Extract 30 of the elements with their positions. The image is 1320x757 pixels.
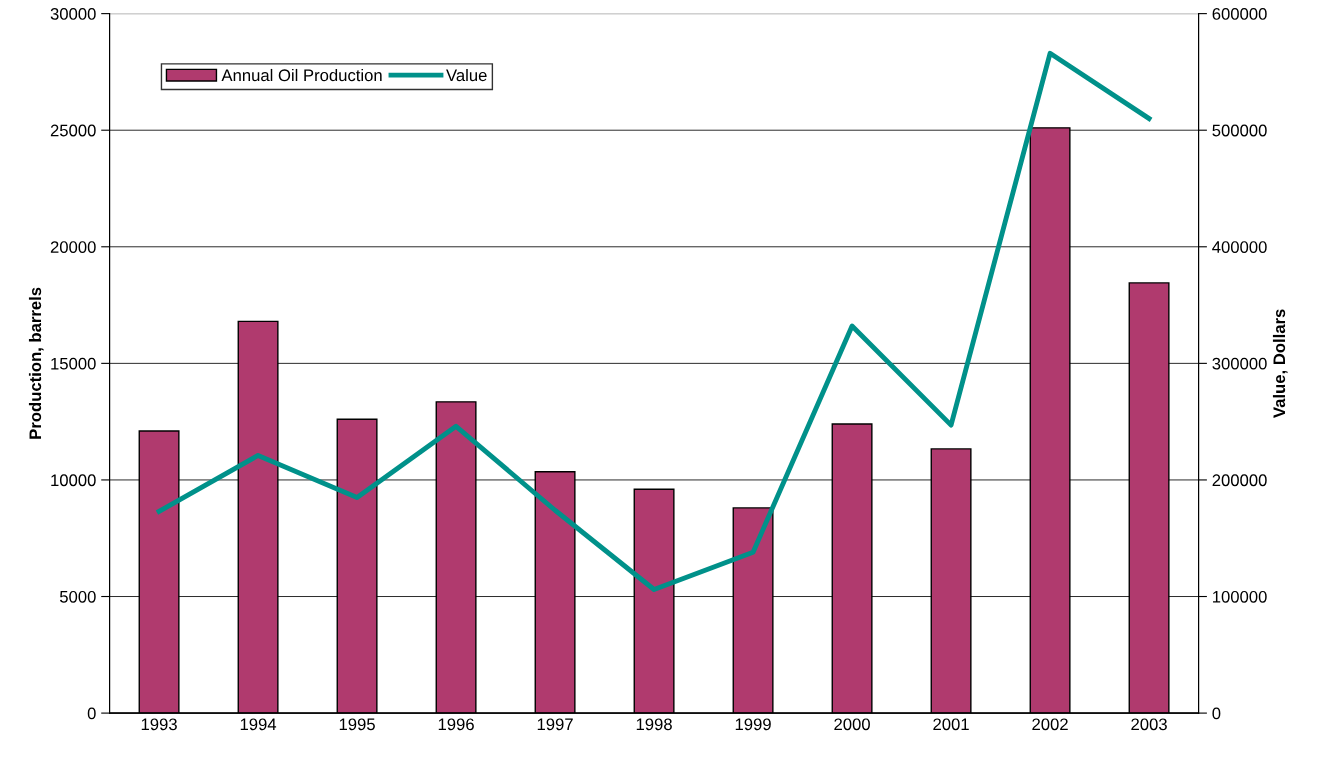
y2-tick-label: 600000: [1212, 8, 1267, 20]
y-tick-label: 5000: [59, 590, 96, 603]
x-tick-label: 1998: [636, 718, 672, 731]
y-axis-title: Production, barrels: [28, 287, 44, 439]
legend-label: Annual Oil Production: [221, 68, 382, 82]
x-tick-label: 2001: [933, 718, 969, 731]
x-tick-label: 1995: [339, 718, 375, 731]
x-tick-label: 1999: [735, 718, 771, 731]
y2-tick-label: 0: [1212, 707, 1221, 720]
y-tick-label: 30000: [50, 8, 96, 20]
y2-tick-label: 200000: [1212, 474, 1267, 487]
legend-label: Value: [446, 68, 487, 82]
x-tick-label: 1994: [240, 718, 277, 731]
y2-tick-label: 300000: [1212, 357, 1267, 370]
x-tick-label: 1997: [537, 718, 573, 731]
y-tick-label: 20000: [50, 241, 96, 253]
y2-tick-label: 500000: [1212, 124, 1267, 137]
y2-axis-title: Value, Dollars: [1272, 309, 1288, 418]
line-series: [156, 50, 1152, 592]
y-tick-label: 10000: [51, 474, 96, 487]
x-tick-label: 1996: [438, 718, 474, 731]
y2-tick-label: 400000: [1212, 241, 1267, 253]
y-tick-label: 15000: [51, 357, 96, 370]
y-tick-label: 25000: [50, 124, 96, 137]
x-tick-label: 2000: [834, 718, 870, 731]
y2-tick-label: 100000: [1213, 590, 1267, 603]
x-tick-label: 2002: [1032, 718, 1068, 731]
x-tick-label: 2003: [1131, 718, 1167, 731]
x-tick-label: 1993: [141, 718, 177, 731]
y-tick-label: 0: [87, 707, 96, 720]
